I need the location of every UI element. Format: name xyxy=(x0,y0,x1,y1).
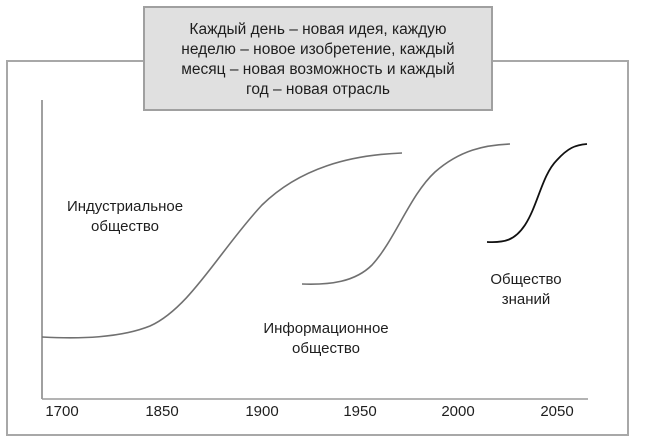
label-line: знаний xyxy=(501,291,551,308)
callout-box: Каждый день – новая идея, каждую неделю … xyxy=(143,6,493,111)
label-information-society: Информационное общество xyxy=(263,319,388,359)
label-line: Общество xyxy=(490,271,562,288)
callout-line: неделю – новое изобретение, каждый xyxy=(181,40,455,58)
curve-information-society xyxy=(301,143,511,285)
label-line: общество xyxy=(292,340,360,357)
callout-line: Каждый день – новая идея, каждую xyxy=(189,20,447,38)
curve-industrial-society xyxy=(41,152,403,339)
label-industrial-society: Индустриальное общество xyxy=(67,197,183,237)
x-tick-label: 1850 xyxy=(145,403,179,420)
label-line: общество xyxy=(91,218,159,235)
label-line: Индустриальное xyxy=(66,198,184,215)
callout-line: месяц – новая возможность и каждый xyxy=(181,60,455,78)
label-knowledge-society: Общество знаний xyxy=(490,270,561,310)
label-line: Информационное xyxy=(263,320,389,337)
chart-frame xyxy=(6,60,629,436)
callout-line: год – новая отрасль xyxy=(246,80,390,98)
x-tick-label: 2000 xyxy=(441,403,475,420)
curve-knowledge-society xyxy=(486,143,588,244)
x-tick-label: 1900 xyxy=(245,403,279,420)
x-tick-label: 1700 xyxy=(45,403,79,420)
x-tick-label: 2050 xyxy=(540,403,574,420)
x-tick-label: 1950 xyxy=(343,403,377,420)
